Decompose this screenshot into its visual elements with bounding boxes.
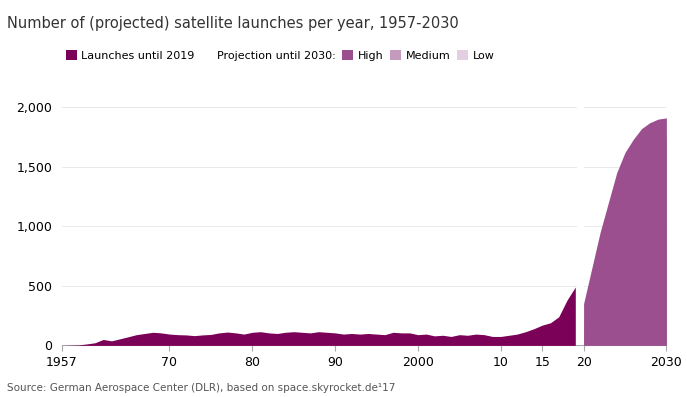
Legend: Launches until 2019, Projection until 2030:, High, Medium, Low: Launches until 2019, Projection until 20…: [61, 46, 499, 66]
Text: Number of (projected) satellite launches per year, 1957-2030: Number of (projected) satellite launches…: [7, 16, 459, 31]
Text: Source: German Aerospace Center (DLR), based on space.skyrocket.de¹17: Source: German Aerospace Center (DLR), b…: [7, 383, 395, 393]
